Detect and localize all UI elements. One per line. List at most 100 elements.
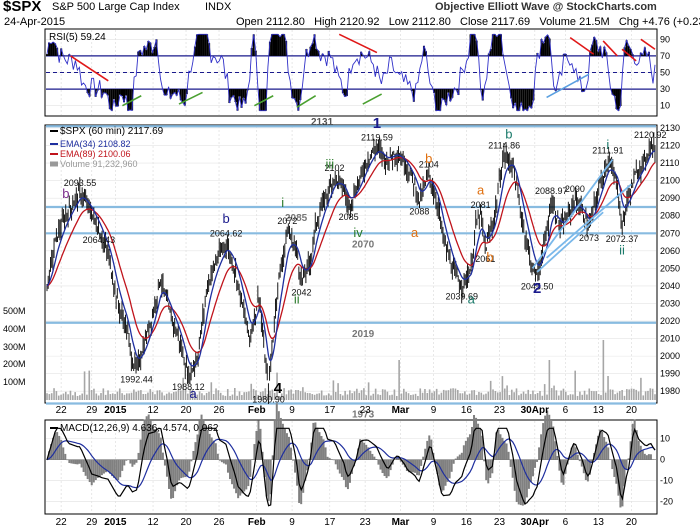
price-x-tick-5: 26 bbox=[213, 405, 225, 416]
price-label-5: 1980.90 bbox=[252, 395, 285, 405]
price-label-18: 2088.97 bbox=[535, 186, 568, 196]
price-label-11: 2088 bbox=[409, 207, 429, 217]
rsi-red-divergence-5 bbox=[640, 38, 656, 50]
rsi-y-tick-2: 50 bbox=[660, 68, 670, 78]
macd-x-tick-3: 12 bbox=[147, 517, 159, 528]
price-label-14: 2081 bbox=[471, 200, 491, 210]
price-x-tick-11: 9 bbox=[431, 405, 437, 416]
price-y-tick-8: 2060 bbox=[660, 246, 680, 256]
rsi-annotation-2131: 2131 bbox=[311, 117, 334, 128]
wave-label-13: a bbox=[468, 291, 476, 306]
price-y-tick-7: 2050 bbox=[660, 263, 680, 273]
price-x-tick-14: 30Apr bbox=[521, 405, 549, 416]
wave-label-5: ii bbox=[294, 291, 300, 306]
price-label-6: 2072 bbox=[277, 216, 297, 226]
header-ohlc: Open 2112.80 High 2120.92 Low 2112.80 Cl… bbox=[236, 16, 700, 28]
price-y-tick-14: 2120 bbox=[660, 141, 680, 151]
wave-label-2: b bbox=[222, 211, 229, 226]
price-y-tick-9: 2070 bbox=[660, 228, 680, 238]
rsi-y-tick-3: 70 bbox=[660, 51, 670, 61]
rsi-title: RSI(5) 59.24 bbox=[49, 32, 106, 43]
legend-entry-2: EMA(89) 2100.06 bbox=[60, 149, 131, 159]
channel-line-2 bbox=[536, 211, 604, 273]
wave-label-14: b bbox=[505, 127, 512, 142]
price-label-8: 2102 bbox=[324, 163, 344, 173]
header-date: 24-Apr-2015 bbox=[4, 16, 66, 28]
macd-x-tick-17: 20 bbox=[626, 517, 638, 528]
wave-label-17: ii bbox=[619, 242, 625, 257]
rsi-bullish-divergence-1 bbox=[178, 91, 203, 105]
rsi-bullish-divergence-0 bbox=[122, 95, 142, 107]
rsi-bullish-divergence-3 bbox=[296, 95, 317, 109]
price-y-tick-13: 2110 bbox=[660, 158, 679, 168]
price-x-tick-3: 12 bbox=[147, 405, 159, 416]
rsi-bullish-divergence-4 bbox=[362, 93, 383, 105]
rsi-bullish-divergence-5 bbox=[546, 73, 590, 99]
rsi-red-divergence-3 bbox=[602, 40, 618, 57]
macd-x-tick-1: 29 bbox=[86, 517, 98, 528]
wave-label-16: i bbox=[606, 137, 609, 152]
legend-entry-0: $SPX (60 min) 2117.69 bbox=[60, 126, 164, 137]
ema34-line bbox=[46, 150, 656, 367]
price-label-0: 2093.55 bbox=[64, 178, 97, 188]
price-y-tick-4: 2020 bbox=[660, 316, 680, 326]
price-x-tick-13: 23 bbox=[494, 405, 506, 416]
price-y-tick-3: 2010 bbox=[660, 334, 680, 344]
price-y-tick-10: 2080 bbox=[660, 211, 680, 221]
price-label-17: 2045.50 bbox=[521, 281, 554, 291]
price-label-3: 1988.12 bbox=[172, 382, 205, 392]
macd-x-tick-5: 26 bbox=[213, 517, 225, 528]
rsi-red-divergence-2 bbox=[569, 36, 595, 55]
macd-y-tick-0: 10 bbox=[660, 434, 670, 444]
price-label-7: 2042 bbox=[291, 287, 311, 297]
macd-title: MACD(12,26,9) 4.636, 4.574, 0.062 bbox=[60, 423, 219, 434]
price-panel bbox=[44, 124, 658, 404]
support-label-1973: 1973 bbox=[352, 410, 375, 421]
price-label-13: 2039.69 bbox=[445, 291, 478, 301]
price-x-tick-0: 22 bbox=[56, 405, 68, 416]
wave-label-4: i bbox=[281, 195, 284, 210]
macd-x-tick-13: 23 bbox=[494, 517, 506, 528]
price-label-9: 2085 bbox=[339, 212, 359, 222]
macd-x-tick-12: 16 bbox=[461, 517, 473, 528]
rsi-line bbox=[46, 33, 656, 112]
price-y-tick-1: 1990 bbox=[660, 369, 680, 379]
price-label-2: 1992.44 bbox=[120, 374, 153, 384]
price-y-tick-11: 2090 bbox=[660, 193, 680, 203]
header-symbol: $SPX bbox=[3, 0, 42, 15]
rsi-red-divergence-4 bbox=[621, 48, 637, 62]
wave-label-9: a bbox=[411, 225, 419, 240]
price-x-tick-12: 16 bbox=[461, 405, 473, 416]
price-x-tick-7: 9 bbox=[289, 405, 295, 416]
price-x-tick-16: 13 bbox=[593, 405, 605, 416]
price-y-tick-5: 2030 bbox=[660, 298, 680, 308]
price-label-21: 2111.91 bbox=[592, 146, 623, 156]
macd-x-tick-9: 23 bbox=[360, 517, 372, 528]
wave-label-0: b bbox=[62, 186, 69, 201]
wave-label-11: a bbox=[477, 183, 485, 198]
price-x-tick-10: Mar bbox=[392, 405, 410, 416]
price-y-tick-15: 2130 bbox=[660, 123, 680, 133]
legend-entry-1: EMA(34) 2108.82 bbox=[60, 139, 131, 149]
price-y-tick-0: 1980 bbox=[660, 386, 680, 396]
channel-line-0 bbox=[531, 159, 614, 269]
macd-x-tick-11: 9 bbox=[431, 517, 437, 528]
support-label-2085: 2085 bbox=[285, 213, 308, 224]
price-x-tick-15: 6 bbox=[563, 405, 569, 416]
macd-x-tick-10: Mar bbox=[392, 517, 410, 528]
price-label-16: 2114.86 bbox=[488, 141, 520, 151]
price-label-12: 2104 bbox=[419, 160, 439, 170]
price-y-tick-6: 2040 bbox=[660, 281, 680, 291]
rsi-y-tick-4: 90 bbox=[660, 34, 670, 44]
price-label-10: 2119.59 bbox=[361, 132, 393, 142]
macd-line bbox=[46, 427, 656, 507]
price-label-22: 2072.37 bbox=[606, 234, 639, 244]
header-watermark: Objective Elliott Wave @ StockCharts.com bbox=[435, 1, 657, 13]
channel-line-1 bbox=[546, 183, 633, 259]
macd-x-tick-2: 2015 bbox=[104, 517, 127, 528]
price-label-15: 2061 bbox=[475, 254, 495, 264]
macd-x-tick-6: Feb bbox=[248, 517, 266, 528]
price-x-tick-17: 20 bbox=[626, 405, 638, 416]
macd-x-tick-7: 9 bbox=[289, 517, 295, 528]
